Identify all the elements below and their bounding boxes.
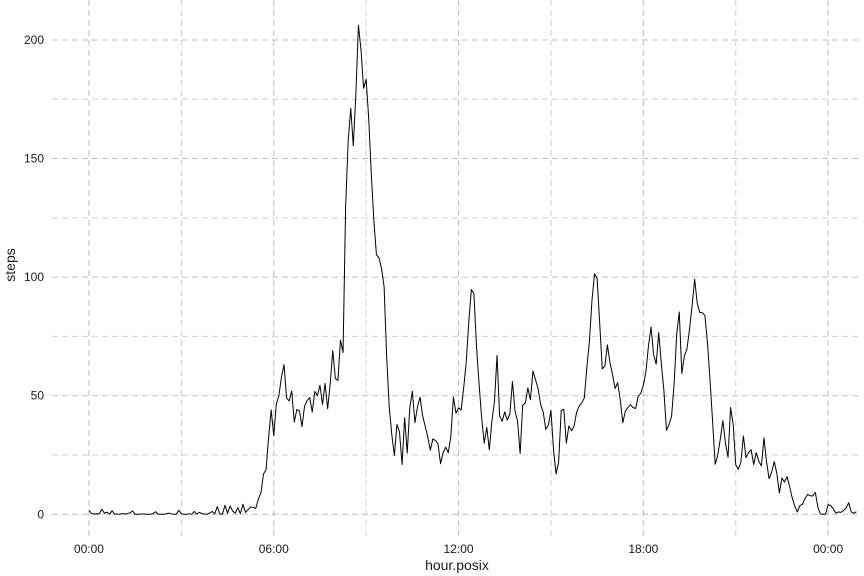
y-tick-label: 150 [24,152,44,166]
x-tick-label: 06:00 [259,542,289,556]
grid-lines [52,0,862,538]
x-axis-title: hour.posix [425,557,489,573]
y-axis: 0 50 100 150 200 [24,33,44,521]
y-axis-title: steps [2,248,18,281]
y-tick-label: 50 [31,389,45,403]
x-axis: 00:00 06:00 12:00 18:00 00:00 [74,542,844,556]
y-tick-label: 100 [24,270,44,284]
y-tick-label: 200 [24,33,44,47]
x-tick-label: 00:00 [74,542,104,556]
y-tick-label: 0 [37,507,44,521]
x-tick-label: 18:00 [628,542,658,556]
x-tick-label: 00:00 [813,542,843,556]
steps-series-line [88,24,857,515]
x-tick-label: 12:00 [444,542,474,556]
